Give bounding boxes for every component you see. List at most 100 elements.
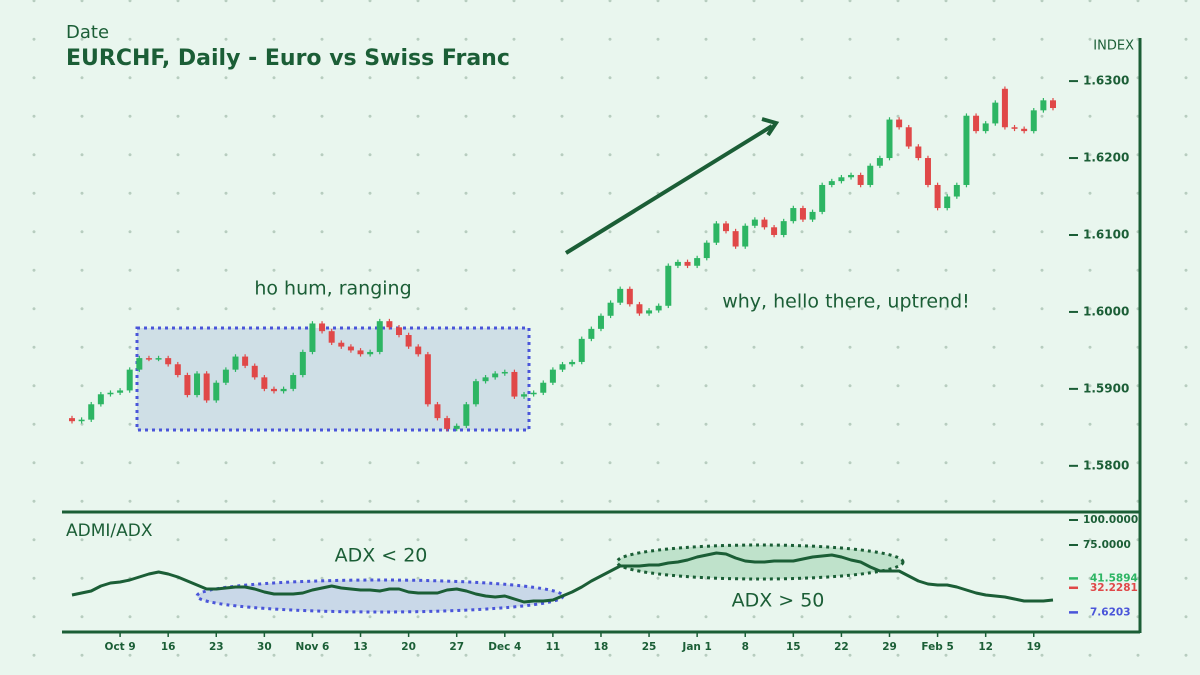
x-tick-label: Feb 5	[921, 641, 953, 653]
candle-body	[953, 184, 960, 197]
trend-arrow	[564, 124, 774, 255]
candle-body	[857, 174, 864, 185]
candle-body	[386, 321, 393, 328]
candle-body	[415, 346, 422, 355]
candle-body	[819, 184, 826, 212]
candle-body	[88, 404, 95, 420]
candle-body	[973, 115, 980, 132]
x-tick-label: 16	[161, 641, 176, 653]
candle-body	[886, 119, 893, 159]
candle-body	[1050, 100, 1056, 109]
candle-body	[1040, 100, 1047, 111]
candle-body	[270, 388, 277, 392]
candle-body	[944, 196, 951, 209]
x-tick-label: 11	[546, 641, 561, 653]
x-tick-label: Nov 6	[296, 641, 330, 653]
adx-line	[71, 551, 1054, 604]
x-tick-label: 25	[642, 641, 657, 653]
candle-body	[963, 115, 970, 185]
candle-body	[626, 288, 633, 305]
value-marker-label: 32.2281	[1090, 582, 1138, 594]
candle-body	[597, 315, 604, 329]
candle-body	[992, 102, 999, 124]
candle-body	[809, 211, 816, 220]
candle-body	[876, 158, 883, 166]
x-tick-label: 27	[449, 641, 464, 653]
y-tick-label: 1.5800	[1083, 458, 1129, 472]
candle-body	[674, 261, 681, 266]
candle-body	[338, 342, 345, 347]
candle-body	[799, 208, 806, 220]
candle-body	[549, 369, 556, 383]
candle-body	[309, 323, 316, 352]
x-tick-label: 30	[257, 641, 272, 653]
candle-body	[838, 177, 845, 182]
annotation: why, hello there, uptrend!	[722, 291, 970, 313]
candle-body	[511, 371, 518, 397]
y-tick-label: 1.5900	[1083, 381, 1129, 395]
candle-body	[1011, 127, 1018, 129]
candle-body	[559, 364, 566, 370]
candle-body	[424, 354, 431, 405]
candle-body	[280, 388, 287, 392]
candle-body	[232, 356, 239, 370]
candle-body	[213, 382, 220, 401]
y-tick-label: 1.6300	[1083, 74, 1129, 88]
candle-body	[242, 356, 249, 366]
candle-body	[501, 371, 508, 374]
candle-body	[347, 346, 354, 351]
candle-body	[982, 123, 989, 132]
candle-body	[924, 158, 931, 185]
x-tick-label: 23	[209, 641, 224, 653]
candle-body	[328, 331, 335, 343]
panel-title: ADMI/ADX	[66, 521, 153, 541]
candle-body	[636, 304, 643, 314]
x-tick-label: 8	[742, 641, 749, 653]
candle-body	[1021, 128, 1028, 132]
x-tick-label: Jan 1	[681, 641, 711, 653]
candle-body	[97, 394, 104, 405]
candle-body	[126, 369, 133, 391]
candle-body	[367, 351, 374, 355]
candle-body	[617, 288, 624, 303]
y-tick-label: 75.0000	[1083, 539, 1131, 551]
candle-body	[405, 335, 412, 347]
candle-body	[290, 375, 297, 389]
candle-body	[194, 373, 201, 396]
annotation: ADX < 20	[335, 545, 428, 567]
x-tick-label: Oct 9	[105, 641, 136, 653]
candle-body	[742, 225, 749, 247]
candle-body	[646, 310, 653, 314]
candle-body	[78, 419, 85, 422]
candle-body	[261, 377, 268, 389]
x-axis-title: Date	[66, 22, 109, 43]
y-tick-label: 1.6100	[1083, 227, 1129, 241]
candle-body	[251, 365, 258, 378]
y-axis-title: INDEX	[1093, 39, 1134, 54]
candle-body	[915, 146, 922, 159]
candle-body	[530, 392, 537, 395]
candle-body	[492, 373, 499, 378]
arrow-head	[761, 117, 780, 137]
candle-body	[357, 350, 364, 355]
candle-body	[453, 425, 460, 429]
x-tick-label: 19	[1026, 641, 1041, 653]
chart-title: EURCHF, Daily - Euro vs Swiss Franc	[66, 46, 510, 71]
candle-body	[771, 227, 778, 235]
candle-body	[867, 165, 874, 185]
candle-body	[376, 321, 383, 352]
y-tick-label: 1.6200	[1083, 151, 1129, 165]
candle-body	[896, 119, 903, 128]
candle-body	[665, 265, 672, 306]
candle-body	[444, 418, 451, 429]
candle-body	[521, 394, 528, 397]
candle-body	[694, 258, 701, 266]
candle-body	[203, 373, 210, 401]
candle-body	[434, 404, 441, 419]
candle-body	[703, 242, 710, 259]
candle-body	[299, 351, 306, 376]
y-tick-label: 100.0000	[1083, 514, 1138, 526]
candle-body	[117, 390, 124, 393]
x-tick-label: 22	[834, 641, 849, 653]
